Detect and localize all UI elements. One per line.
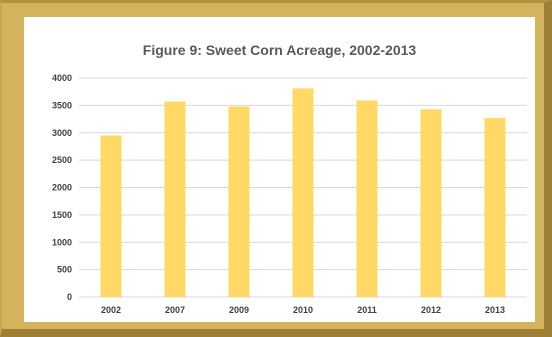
y-tick-label: 0 (67, 292, 72, 302)
bars (100, 88, 506, 298)
x-tick-label-2011: 2011 (357, 305, 377, 315)
y-tick-label: 2000 (52, 183, 72, 193)
bar-2010 (292, 88, 314, 297)
x-tick-label-2012: 2012 (421, 305, 441, 315)
x-tick-label-2013: 2013 (485, 305, 505, 315)
y-tick-label: 500 (57, 265, 72, 275)
y-tick-label: 3000 (52, 128, 72, 138)
y-tick-label: 1500 (52, 210, 72, 220)
bar-2002 (100, 135, 122, 297)
bar-2009 (228, 106, 250, 297)
bar-2013 (484, 117, 506, 297)
bar-2012 (420, 109, 442, 298)
bar-2007 (164, 101, 186, 297)
x-axis-ticks: 2002 2007 2009 2010 2011 2012 2013 (101, 305, 505, 315)
y-tick-label: 1000 (52, 237, 72, 247)
y-tick-label: 4000 (52, 73, 72, 83)
chart-panel: Figure 9: Sweet Corn Acreage, 2002-2013 … (24, 17, 535, 322)
bar-2011 (356, 100, 378, 297)
x-tick-label-2010: 2010 (293, 305, 313, 315)
x-tick-label-2007: 2007 (165, 305, 185, 315)
y-tick-label: 2500 (52, 155, 72, 165)
chart-title: Figure 9: Sweet Corn Acreage, 2002-2013 (142, 42, 417, 58)
x-tick-label-2002: 2002 (101, 305, 121, 315)
y-axis-ticks: 0 500 1000 1500 2000 2500 3000 3500 4000 (52, 73, 72, 302)
y-tick-label: 3500 (52, 100, 72, 110)
x-tick-label-2009: 2009 (229, 305, 249, 315)
